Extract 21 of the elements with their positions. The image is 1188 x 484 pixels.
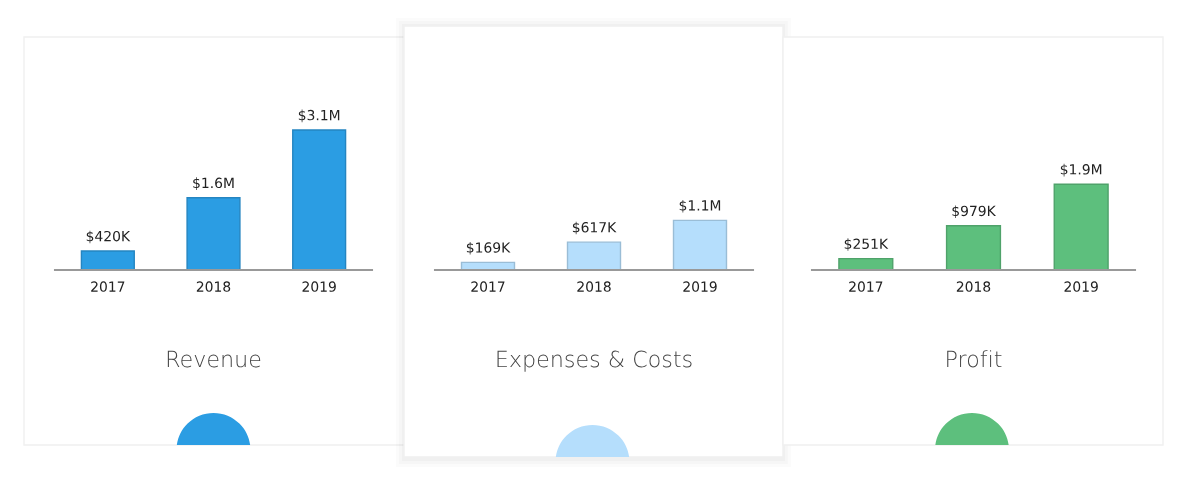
data-label: $420K: [86, 230, 131, 244]
text: Profit: [947, 350, 1002, 368]
x-tick-label: 2018: [196, 281, 231, 292]
text: Revenue: [167, 350, 261, 368]
data-label: $169K: [466, 241, 511, 255]
x-tick-label: 2017: [471, 281, 505, 292]
x-tick-label: 2017: [91, 281, 125, 292]
x-tick-label: 2018: [956, 281, 991, 292]
x-tick-label: 2018: [577, 281, 611, 292]
x-tick-label: 2019: [1064, 281, 1098, 292]
x-tick-label: 2017: [849, 281, 883, 292]
data-label: $1.1M: [679, 199, 721, 213]
data-label: $1.9M: [1060, 163, 1102, 177]
text: Expenses & Costs: [497, 350, 692, 372]
data-label: $251K: [844, 238, 889, 251]
x-tick-label: 2019: [302, 281, 336, 292]
x-tick-label: 2019: [683, 281, 717, 292]
data-label: $979K: [952, 205, 997, 218]
data-label: $617K: [572, 221, 617, 235]
data-label: $1.6M: [193, 177, 234, 190]
data-label: $3.1M: [298, 109, 340, 123]
